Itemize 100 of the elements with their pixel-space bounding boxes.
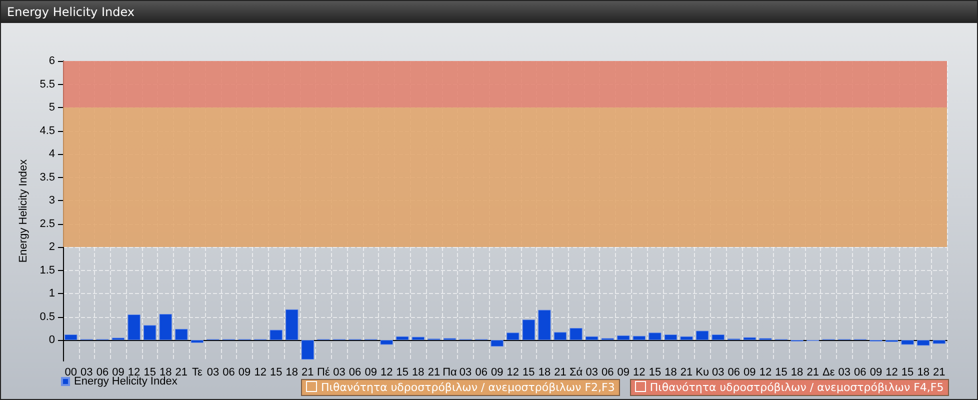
x-tick-label: 06 (475, 366, 488, 378)
y-tick-label: 2 (48, 241, 55, 254)
x-tick-label: Δε (822, 366, 835, 378)
bar (932, 340, 946, 344)
x-tick-label: 18 (286, 366, 298, 378)
x-tick-label: 03 (80, 366, 93, 378)
bar (617, 335, 630, 340)
y-tick-label: 3 (48, 194, 55, 207)
bar (917, 340, 930, 346)
bar (412, 336, 424, 340)
bar (712, 334, 724, 340)
y-tick-label: 3.5 (40, 171, 55, 184)
x-tick-label: 03 (586, 366, 598, 378)
x-tick-label: 15 (901, 366, 914, 378)
x-tick-label: 21 (806, 366, 819, 378)
x-tick-label: Πα (442, 366, 458, 378)
x-tick-label: Σά (569, 366, 584, 378)
x-tick-label: 03 (712, 366, 724, 378)
bar (664, 334, 678, 340)
x-tick-label: 12 (633, 366, 646, 378)
x-tick-label: 21 (554, 366, 566, 378)
x-tick-label: 06 (96, 366, 109, 378)
bar (286, 309, 298, 340)
x-tick-label: 18 (412, 366, 424, 378)
x-tick-label: 15 (522, 366, 535, 378)
bar (128, 314, 140, 340)
x-tick-label: 03 (459, 366, 472, 378)
bar (190, 340, 204, 343)
bar (696, 330, 709, 340)
y-tick-label: 1 (48, 288, 55, 300)
x-tick-label: 18 (159, 366, 172, 378)
x-tick-label: Κυ (696, 366, 709, 378)
y-tick-label: 2.5 (40, 218, 55, 230)
x-tick-label: 18 (917, 366, 930, 378)
y-tick-label: 4.5 (40, 124, 55, 137)
y-tick-label: 1.5 (40, 264, 55, 276)
x-tick-label: 15 (775, 366, 788, 378)
bar (538, 310, 551, 340)
x-tick-label: 21 (175, 366, 188, 378)
x-tick-label: 21 (680, 366, 693, 378)
legend-label: Πιθανότητα υδροστρόβιλων / ανεμοστρόβιλων F2,F3 (321, 381, 615, 394)
x-tick-label: 18 (538, 366, 551, 378)
x-tick-label: 09 (870, 366, 882, 378)
x-tick-label: 12 (380, 366, 393, 378)
x-tick-label: 06 (854, 366, 866, 378)
y-axis-title: Energy Helicity Index (17, 158, 30, 263)
x-tick-label: 03 (333, 366, 346, 378)
bar (64, 334, 78, 340)
x-tick-label: 21 (428, 366, 440, 378)
x-tick-label: 12 (759, 366, 772, 378)
x-tick-label: Πέ (317, 366, 330, 378)
chart-title: Energy Helicity Index (1, 1, 977, 23)
bar (648, 332, 662, 340)
bar (632, 336, 646, 340)
legend-label: Energy Helicity Index (74, 376, 178, 388)
x-tick-label: 06 (348, 366, 362, 378)
bar (680, 336, 693, 340)
y-tick-label: 4 (48, 148, 55, 160)
legend-label: Πιθανότητα υδροστρόβιλων / ανεμοστρόβιλων F4,F5 (650, 381, 944, 394)
x-tick-label: 12 (506, 366, 520, 378)
bar (301, 340, 314, 360)
bar (396, 336, 409, 340)
x-tick-label: 03 (206, 366, 220, 378)
bar (159, 314, 172, 340)
bar (570, 328, 582, 340)
y-tick-label: 6 (48, 55, 55, 67)
x-tick-label: 03 (838, 366, 851, 378)
bar (743, 337, 756, 340)
x-tick-label: 15 (648, 366, 662, 378)
x-tick-label: 15 (396, 366, 409, 378)
x-tick-label: 09 (364, 366, 377, 378)
x-tick-label: 06 (728, 366, 740, 378)
y-tick-label: 0.5 (40, 310, 55, 323)
x-tick-label: 06 (601, 366, 614, 378)
x-tick-label: 09 (238, 366, 251, 378)
x-tick-label: 06 (222, 366, 235, 378)
bar (144, 325, 156, 340)
x-tick-label: 21 (932, 366, 946, 378)
bar (490, 340, 504, 347)
x-tick-label: 12 (254, 366, 266, 378)
bar (522, 320, 535, 340)
x-tick-label: 21 (302, 366, 314, 378)
x-tick-label: 09 (490, 366, 504, 378)
x-tick-label: 15 (270, 366, 282, 378)
x-tick-label: 09 (617, 366, 630, 378)
x-tick-label: 12 (886, 366, 898, 378)
x-tick-label: 09 (744, 366, 756, 378)
bar (586, 336, 598, 340)
bar (506, 332, 520, 340)
y-tick-label: 0 (48, 334, 55, 346)
y-tick-label: 5.5 (40, 78, 55, 90)
bar (554, 332, 567, 340)
x-tick-label: 15 (144, 366, 156, 378)
bar (270, 330, 282, 340)
x-tick-label: 18 (664, 366, 677, 378)
bar (380, 340, 393, 345)
bar (175, 328, 188, 340)
y-tick-label: 5 (48, 102, 55, 114)
x-tick-label: 18 (790, 366, 804, 378)
bar (901, 340, 914, 345)
